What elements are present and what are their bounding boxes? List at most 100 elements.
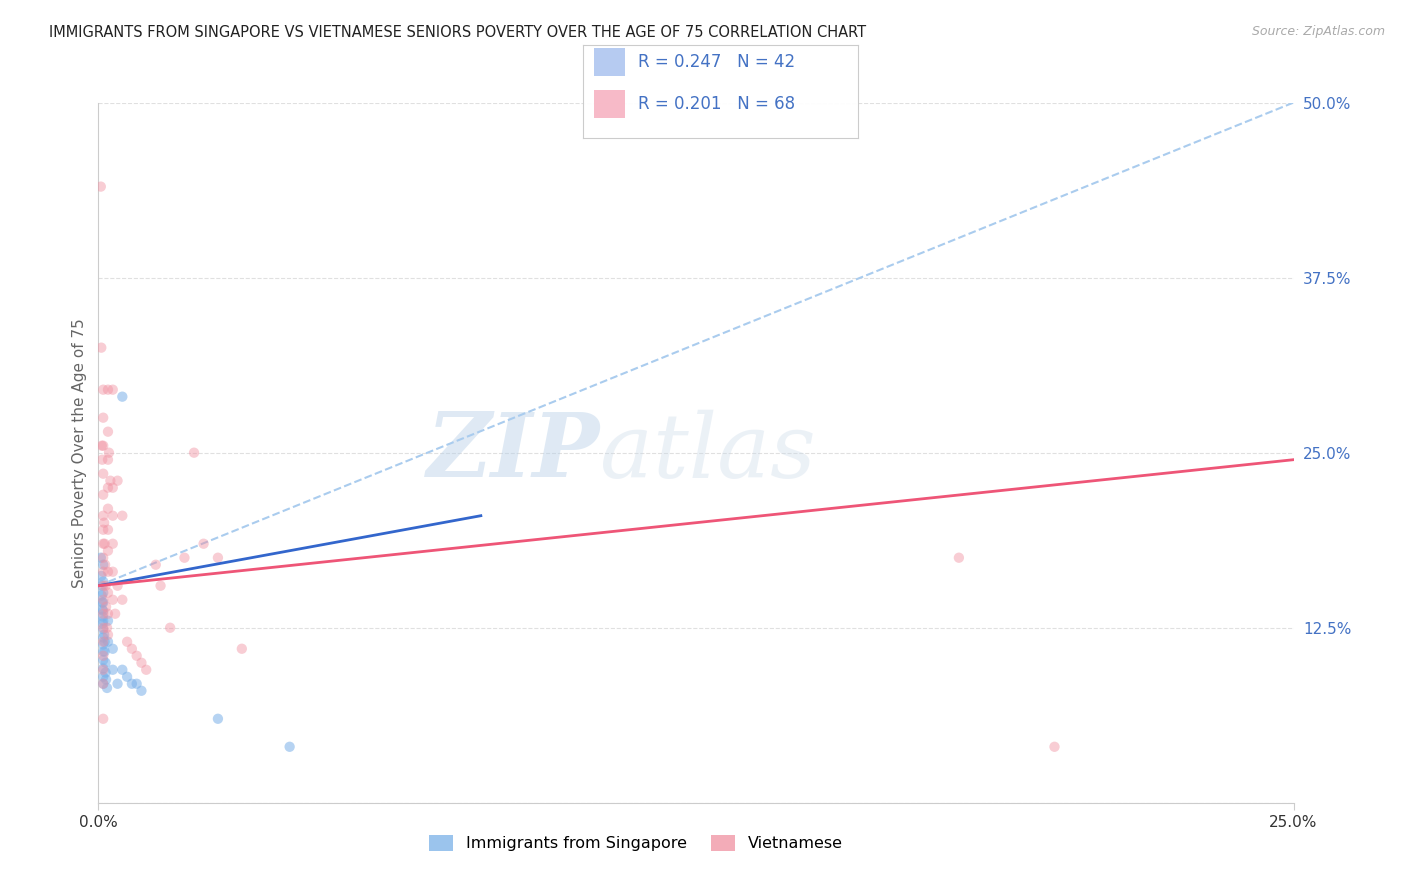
Point xyxy=(90,550,112,565)
Point xyxy=(90,341,112,355)
Point xyxy=(97,425,120,439)
Point xyxy=(101,592,124,607)
Point xyxy=(183,446,205,460)
Point xyxy=(97,446,120,460)
Point xyxy=(97,634,120,648)
Bar xyxy=(595,48,624,77)
Point xyxy=(91,670,114,684)
Point xyxy=(173,550,195,565)
Point xyxy=(91,410,114,425)
Point xyxy=(207,550,229,565)
Point xyxy=(90,569,112,583)
Point xyxy=(90,439,112,453)
Point xyxy=(91,383,114,397)
Point xyxy=(91,677,114,691)
Point xyxy=(131,656,153,670)
Point xyxy=(145,558,167,572)
Point xyxy=(93,537,115,551)
Point xyxy=(91,622,114,636)
Point xyxy=(93,628,115,642)
Point xyxy=(91,621,114,635)
Point xyxy=(131,683,153,698)
Point xyxy=(90,179,112,194)
Point xyxy=(91,604,114,618)
Point xyxy=(97,452,120,467)
Point xyxy=(97,501,120,516)
Point xyxy=(91,579,114,593)
Point xyxy=(91,677,114,691)
Point xyxy=(96,681,118,695)
Point xyxy=(111,508,134,523)
Point xyxy=(91,616,114,631)
Point xyxy=(1043,739,1066,754)
Point xyxy=(97,543,120,558)
Point xyxy=(101,481,124,495)
Point xyxy=(97,383,120,397)
Point xyxy=(91,614,114,628)
Point xyxy=(91,550,114,565)
Text: Source: ZipAtlas.com: Source: ZipAtlas.com xyxy=(1251,25,1385,38)
Point xyxy=(231,641,253,656)
Text: R = 0.201   N = 68: R = 0.201 N = 68 xyxy=(638,95,796,112)
Point xyxy=(278,739,301,754)
Point xyxy=(91,661,114,675)
Point xyxy=(94,665,117,680)
Point xyxy=(91,565,114,579)
Point xyxy=(93,644,115,658)
Point xyxy=(91,574,114,589)
Point xyxy=(107,474,129,488)
Text: IMMIGRANTS FROM SINGAPORE VS VIETNAMESE SENIORS POVERTY OVER THE AGE OF 75 CORRE: IMMIGRANTS FROM SINGAPORE VS VIETNAMESE … xyxy=(49,25,866,40)
Point xyxy=(121,677,143,691)
Point xyxy=(97,481,120,495)
Point xyxy=(115,670,138,684)
Text: R = 0.247   N = 42: R = 0.247 N = 42 xyxy=(638,54,796,71)
Point xyxy=(91,439,114,453)
Point xyxy=(101,641,124,656)
Point xyxy=(193,537,215,551)
Point xyxy=(101,383,124,397)
Point xyxy=(91,653,114,667)
Point xyxy=(121,641,143,656)
Point xyxy=(91,558,114,572)
Point xyxy=(135,663,157,677)
Point xyxy=(111,592,134,607)
Text: atlas: atlas xyxy=(600,409,815,496)
Point xyxy=(107,579,129,593)
Point xyxy=(159,621,181,635)
Point xyxy=(91,595,114,609)
Point xyxy=(91,631,114,645)
Point xyxy=(98,474,122,488)
Point xyxy=(91,523,114,537)
Point xyxy=(91,663,114,677)
Point xyxy=(93,516,115,530)
Point xyxy=(96,621,118,635)
Point xyxy=(207,712,229,726)
Point xyxy=(101,508,124,523)
Point xyxy=(93,634,115,648)
Point xyxy=(91,648,114,663)
Point xyxy=(97,586,120,600)
Point xyxy=(90,589,112,603)
Point xyxy=(101,565,124,579)
Bar xyxy=(595,89,624,118)
Point xyxy=(97,614,120,628)
Point xyxy=(91,452,114,467)
Legend: Immigrants from Singapore, Vietnamese: Immigrants from Singapore, Vietnamese xyxy=(423,829,849,858)
Point xyxy=(101,663,124,677)
Point xyxy=(91,595,114,609)
Point xyxy=(91,634,114,648)
Point xyxy=(91,638,114,652)
Point xyxy=(91,644,114,658)
Point xyxy=(90,579,112,593)
Point xyxy=(125,648,148,663)
Point xyxy=(94,673,117,687)
Point xyxy=(94,579,117,593)
Point xyxy=(149,579,172,593)
Point xyxy=(94,558,117,572)
Point xyxy=(97,628,120,642)
Point xyxy=(91,712,114,726)
Point xyxy=(97,523,120,537)
Point xyxy=(948,550,970,565)
Point xyxy=(111,663,134,677)
Point xyxy=(111,390,134,404)
